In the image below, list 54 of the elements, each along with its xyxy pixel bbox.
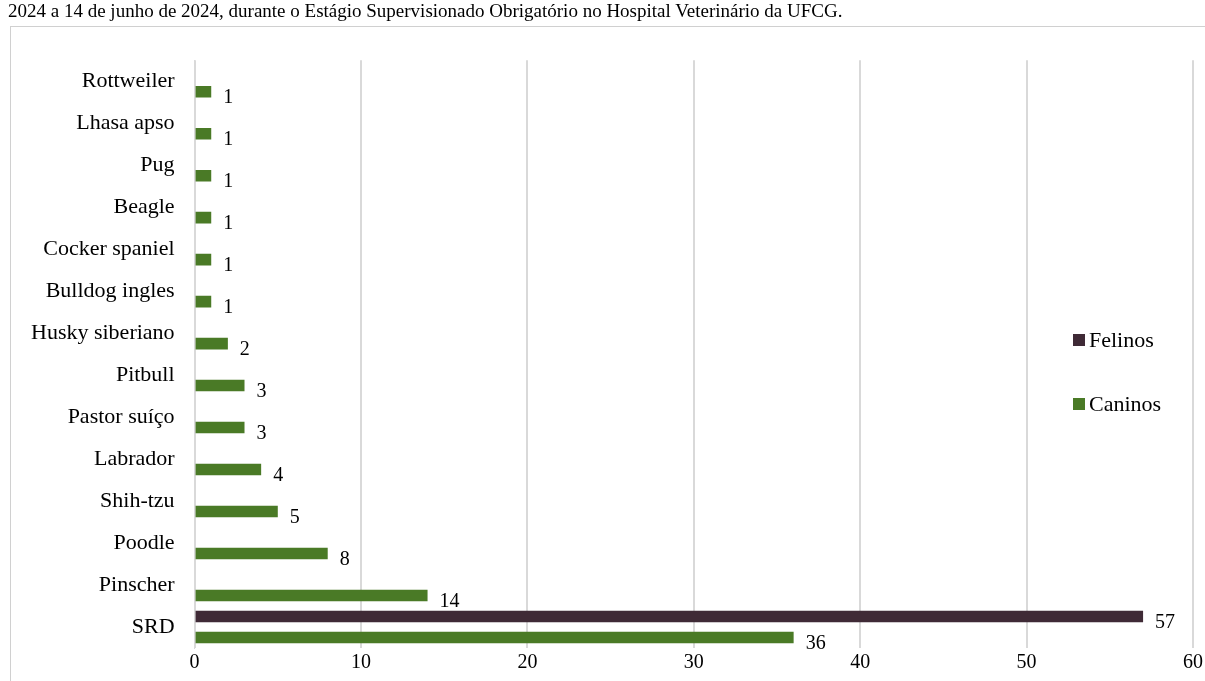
data-label: 14 — [439, 588, 460, 611]
legend-label: Caninos — [1089, 391, 1162, 417]
data-label: 1 — [223, 252, 234, 275]
x-tick-label: 60 — [1183, 650, 1203, 673]
y-tick-label: Rottweiler — [81, 66, 176, 92]
y-tick-label: Pastor suíço — [67, 402, 175, 428]
bar — [195, 211, 212, 224]
data-label: 1 — [223, 294, 234, 317]
data-label: 1 — [223, 84, 234, 107]
x-tick-label: 30 — [683, 650, 704, 673]
y-tick-label: SRD — [131, 612, 175, 638]
y-tick-label: Lhasa apso — [76, 108, 175, 134]
y-tick-label: Shih-tzu — [100, 486, 175, 512]
data-label: 5 — [289, 504, 300, 527]
bar — [195, 547, 328, 560]
y-tick-label: Husky siberiano — [31, 318, 175, 344]
data-label: 3 — [256, 378, 267, 401]
data-label: 1 — [223, 126, 234, 149]
x-tick-label: 0 — [189, 650, 200, 673]
data-label: 4 — [273, 462, 284, 485]
legend-label: Felinos — [1089, 327, 1154, 353]
bar — [195, 505, 278, 518]
bar — [195, 85, 212, 98]
y-tick-label: Pug — [140, 150, 175, 176]
bar — [195, 631, 794, 644]
y-tick-label: Labrador — [93, 444, 176, 470]
bar — [195, 253, 212, 266]
x-tick-label: 20 — [517, 650, 538, 673]
y-tick-label: Pinscher — [98, 570, 176, 596]
bar — [195, 421, 245, 434]
bar — [195, 379, 245, 392]
y-tick-label: Poodle — [113, 528, 175, 554]
y-tick-label: Beagle — [113, 192, 175, 218]
bar — [195, 463, 262, 476]
x-tick-label: 50 — [1016, 650, 1037, 673]
x-tick-label: 10 — [350, 650, 371, 673]
bar — [195, 295, 212, 308]
y-tick-label: Bulldog ingles — [45, 276, 175, 302]
bar — [195, 589, 428, 602]
bar — [195, 610, 1144, 623]
data-label: 3 — [256, 420, 267, 443]
data-label: 36 — [805, 630, 826, 653]
x-tick-label: 40 — [850, 650, 871, 673]
data-label: 1 — [223, 210, 234, 233]
bar — [195, 169, 212, 182]
y-tick-label: Pitbull — [115, 360, 175, 386]
data-label: 2 — [239, 336, 250, 359]
data-label: 8 — [339, 546, 350, 569]
bar — [195, 337, 228, 350]
data-label: 1 — [223, 168, 234, 191]
bar — [195, 127, 212, 140]
data-label: 57 — [1155, 609, 1176, 632]
y-tick-label: Cocker spaniel — [43, 234, 175, 260]
text: 2024 a 14 de junho de 2024, durante o Estágio Supervisionado Obrigatório no Hospital Veterinário da UFCG. — [8, 0, 843, 22]
